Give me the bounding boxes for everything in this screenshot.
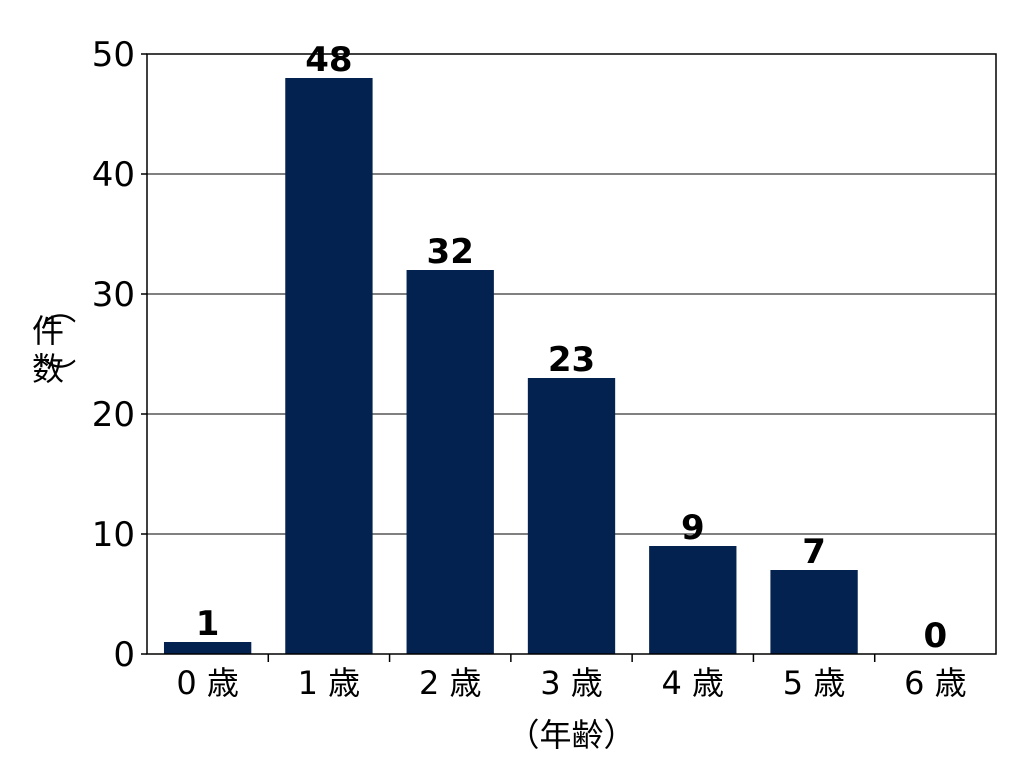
y-tick-label: 50 bbox=[92, 35, 135, 75]
x-tick-label: 1 歳 bbox=[298, 664, 361, 702]
bar bbox=[163, 642, 252, 654]
data-label: 1 bbox=[196, 604, 220, 644]
y-tick-label: 30 bbox=[92, 275, 135, 315]
data-label: 48 bbox=[305, 40, 352, 80]
x-tick-label: 5 歳 bbox=[783, 664, 846, 702]
bar bbox=[285, 78, 373, 654]
x-tick-label: 6 歳 bbox=[904, 664, 967, 702]
plot-frame bbox=[146, 53, 997, 655]
data-label: 7 bbox=[802, 532, 826, 572]
y-tick-label: 0 bbox=[113, 635, 135, 675]
y-tick-label: 10 bbox=[92, 515, 135, 555]
x-tick-label: 0 歳 bbox=[176, 664, 239, 702]
x-axis-title: （年齢） bbox=[507, 716, 635, 754]
bar bbox=[527, 378, 616, 654]
y-axis-title: （件数） bbox=[32, 292, 78, 390]
y-tick-label: 20 bbox=[92, 395, 135, 435]
bars bbox=[163, 78, 858, 654]
data-label: 9 bbox=[681, 508, 705, 548]
y-axis-title-char: （ bbox=[40, 292, 78, 324]
y-axis-ticks: 0 10 20 30 40 50 bbox=[92, 35, 147, 675]
x-axis-ticks: 0 歳 1 歳 2 歳 3 歳 4 歳 5 歳 6 歳 bbox=[176, 654, 967, 702]
x-tick-label: 4 歳 bbox=[662, 664, 725, 702]
y-axis-title-char: 数 bbox=[32, 350, 64, 388]
bar bbox=[770, 570, 858, 654]
y-axis-title-char: 件 bbox=[32, 312, 64, 350]
y-axis-title-char: ） bbox=[40, 358, 78, 390]
x-tick-label: 2 歳 bbox=[419, 664, 482, 702]
data-label: 23 bbox=[548, 340, 595, 380]
bar bbox=[406, 270, 494, 654]
data-labels: 1 48 32 23 9 7 0 bbox=[196, 40, 947, 656]
y-tick-label: 40 bbox=[92, 155, 135, 195]
data-label: 32 bbox=[427, 232, 474, 272]
x-tick-label: 3 歳 bbox=[540, 664, 603, 702]
bar bbox=[649, 546, 737, 654]
data-label: 0 bbox=[924, 616, 948, 656]
